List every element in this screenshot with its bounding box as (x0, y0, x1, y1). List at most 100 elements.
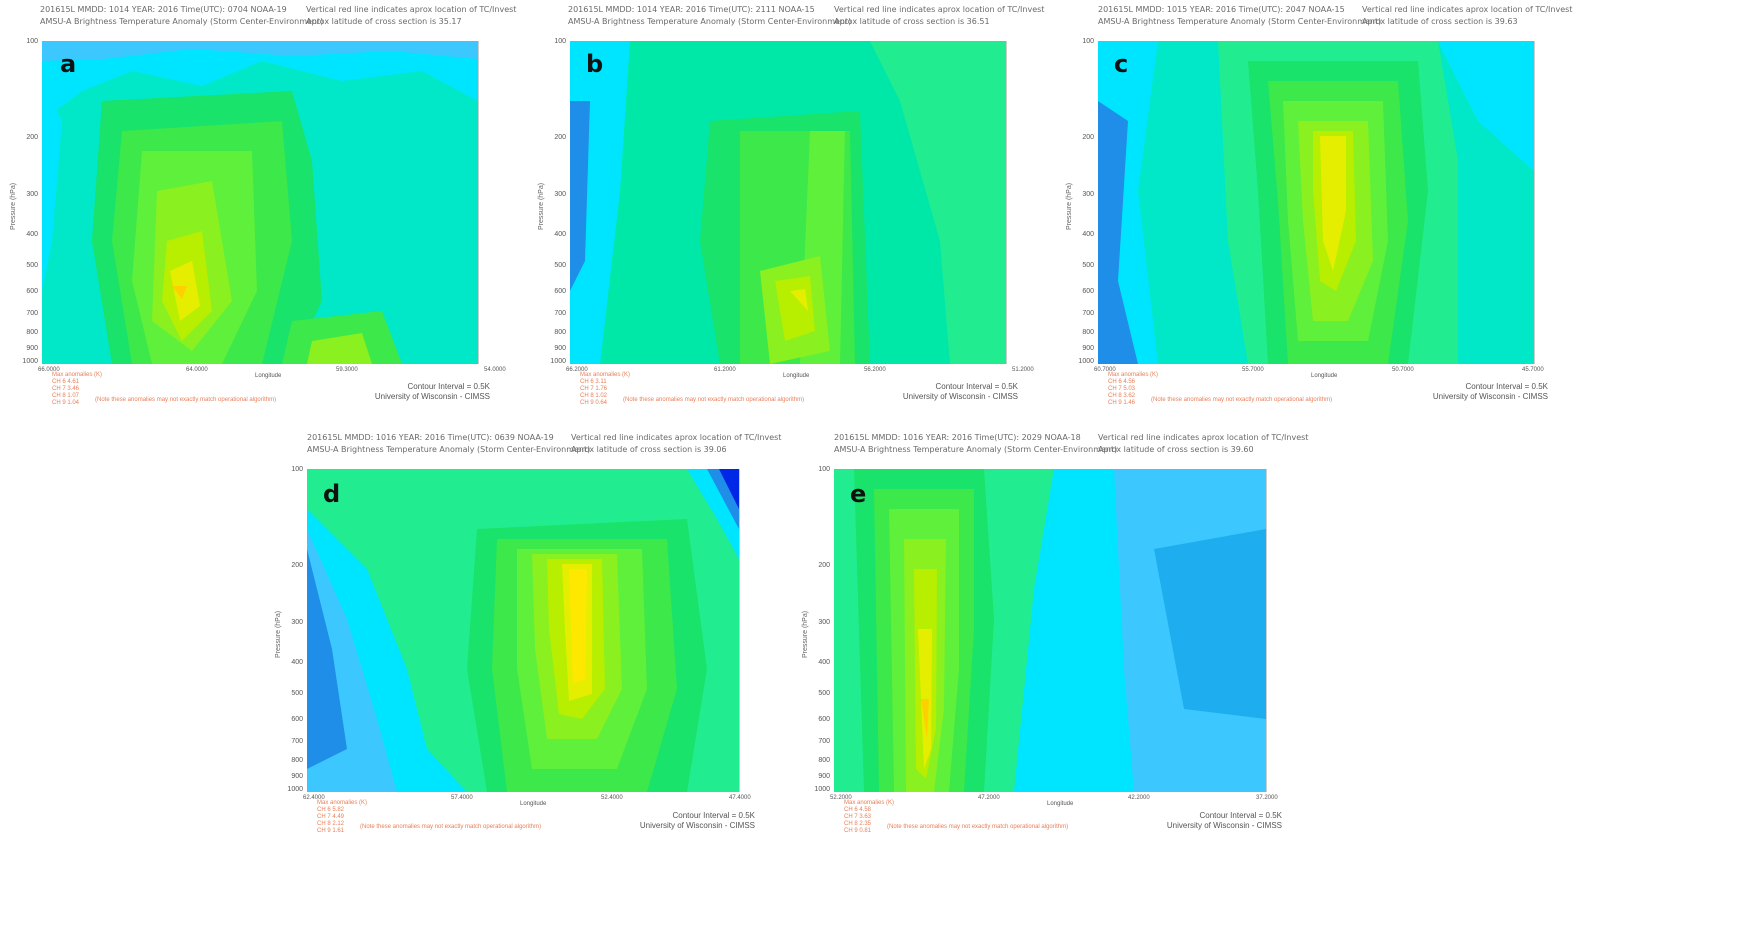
max-ch8: CH 8 2.12 (317, 821, 345, 827)
x-axis-label: Longitude (520, 801, 547, 807)
y-axis-label: Pressure (hPa) (1066, 182, 1073, 230)
contour-plot-c (1098, 41, 1534, 364)
contour-interval: Contour Interval = 0.5K (672, 811, 756, 820)
y-tick: 500 (818, 690, 830, 697)
header-right-1: Vertical red line indicates aprox locati… (306, 5, 517, 14)
y-tick: 900 (818, 773, 830, 780)
note: (Note these anomalies may not exactly ma… (623, 397, 805, 403)
y-tick: 600 (26, 288, 38, 295)
header-left-1: 201615L MMDD: 1014 YEAR: 2016 Time(UTC):… (40, 5, 287, 14)
header-right-2: Aprox latitude of cross section is 36.51 (834, 17, 990, 26)
x-tick: 60.7000 (1094, 367, 1116, 373)
header-right-1: Vertical red line indicates aprox locati… (1098, 433, 1309, 442)
x-tick: 52.4000 (601, 795, 623, 801)
contour-plot-e (834, 469, 1266, 792)
panel-letter-c: c (1114, 50, 1129, 78)
x-tick: 52.2000 (830, 795, 852, 801)
y-tick: 100 (554, 38, 566, 45)
x-tick: 37.2000 (1256, 795, 1278, 801)
note: (Note these anomalies may not exactly ma… (360, 824, 542, 830)
x-tick: 57.4000 (451, 795, 473, 801)
panel-letter-e: e (850, 480, 867, 508)
y-tick: 700 (1082, 310, 1094, 317)
max-ch8: CH 8 2.35 (844, 821, 872, 827)
y-tick: 900 (26, 345, 38, 352)
header-right-2: Aprox latitude of cross section is 39.60 (1098, 445, 1254, 454)
y-tick: 1000 (550, 358, 566, 365)
max-anomalies-label: Max anomalies (K) (580, 372, 631, 378)
right-band (739, 469, 756, 792)
y-tick: 700 (26, 310, 38, 317)
header-right-2: Aprox latitude of cross section is 39.63 (1362, 17, 1518, 26)
y-tick: 600 (291, 716, 303, 723)
max-ch8: CH 8 3.62 (1108, 393, 1136, 399)
y-tick: 100 (26, 38, 38, 45)
max-ch6: CH 6 3.11 (580, 379, 607, 385)
note: (Note these anomalies may not exactly ma… (1151, 397, 1333, 403)
header-left-1: 201615L MMDD: 1015 YEAR: 2016 Time(UTC):… (1098, 5, 1345, 14)
x-tick: 61.2000 (714, 367, 736, 373)
max-ch8: CH 8 1.07 (52, 393, 80, 399)
y-tick: 600 (554, 288, 566, 295)
max-ch6: CH 6 4.61 (52, 379, 80, 385)
contour-plot-b (570, 41, 1006, 364)
panel-letter-d: d (323, 480, 341, 508)
header-left-2: AMSU-A Brightness Temperature Anomaly (S… (1098, 17, 1382, 26)
contour-interval: Contour Interval = 0.5K (1465, 382, 1549, 391)
x-tick: 51.2000 (1012, 367, 1034, 373)
x-tick: 47.4000 (729, 795, 751, 801)
max-ch6: CH 6 4.56 (1108, 379, 1136, 385)
y-tick: 200 (818, 562, 830, 569)
max-ch9: CH 9 1.46 (1108, 400, 1136, 406)
right-band (478, 41, 493, 364)
max-ch6: CH 6 5.82 (317, 807, 345, 813)
x-tick: 64.0000 (186, 367, 208, 373)
max-ch9: CH 9 0.81 (844, 828, 872, 834)
contour-interval: Contour Interval = 0.5K (935, 382, 1019, 391)
max-anomalies: Max anomalies (K) CH 6 4.58 CH 7 3.63 CH… (844, 800, 894, 835)
y-tick: 800 (818, 757, 830, 764)
y-tick: 700 (291, 738, 303, 745)
y-tick: 200 (554, 134, 566, 141)
university: University of Wisconsin - CIMSS (639, 821, 755, 830)
y-tick: 1000 (814, 786, 830, 793)
header-right-1: Vertical red line indicates aprox locati… (834, 5, 1045, 14)
max-anomalies: Max anomalies (K) CH 6 4.56 CH 7 5.03 CH… (1108, 372, 1158, 407)
y-tick: 200 (26, 134, 38, 141)
y-tick: 800 (291, 757, 303, 764)
max-ch7: CH 7 4.49 (317, 814, 345, 820)
y-tick: 500 (554, 262, 566, 269)
header-right-2: Aprox latitude of cross section is 35.17 (306, 17, 462, 26)
max-ch7: CH 7 5.03 (1108, 386, 1136, 392)
y-tick: 800 (554, 329, 566, 336)
contour-interval: Contour Interval = 0.5K (407, 382, 491, 391)
y-axis-label: Pressure (hPa) (275, 610, 282, 658)
x-tick: 45.7000 (1522, 367, 1544, 373)
max-ch7: CH 7 3.63 (844, 814, 872, 820)
x-axis-label: Longitude (1311, 373, 1338, 379)
max-ch8: CH 8 1.02 (580, 393, 608, 399)
y-tick: 700 (554, 310, 566, 317)
panel-b: 201615L MMDD: 1014 YEAR: 2016 Time(UTC):… (528, 0, 1068, 410)
y-tick: 800 (1082, 329, 1094, 336)
right-band (1266, 469, 1283, 792)
y-tick: 500 (26, 262, 38, 269)
y-tick: 500 (291, 690, 303, 697)
y-tick: 100 (818, 466, 830, 473)
x-axis-label: Longitude (255, 373, 282, 379)
max-anomalies-label: Max anomalies (K) (52, 372, 103, 378)
max-ch9: CH 9 1.04 (52, 400, 80, 406)
x-tick: 47.2000 (978, 795, 1000, 801)
y-tick: 600 (1082, 288, 1094, 295)
university: University of Wisconsin - CIMSS (374, 392, 490, 401)
header-right-1: Vertical red line indicates aprox locati… (571, 433, 782, 442)
header-right-2: Aprox latitude of cross section is 39.06 (571, 445, 727, 454)
y-tick: 1000 (287, 786, 303, 793)
y-tick: 400 (554, 231, 566, 238)
max-anomalies: Max anomalies (K) CH 6 4.61 CH 7 3.46 CH… (52, 372, 102, 407)
max-ch9: CH 9 1.61 (317, 828, 345, 834)
max-ch7: CH 7 3.46 (52, 386, 80, 392)
y-tick: 800 (26, 329, 38, 336)
x-tick: 62.4000 (303, 795, 325, 801)
y-tick: 200 (1082, 134, 1094, 141)
